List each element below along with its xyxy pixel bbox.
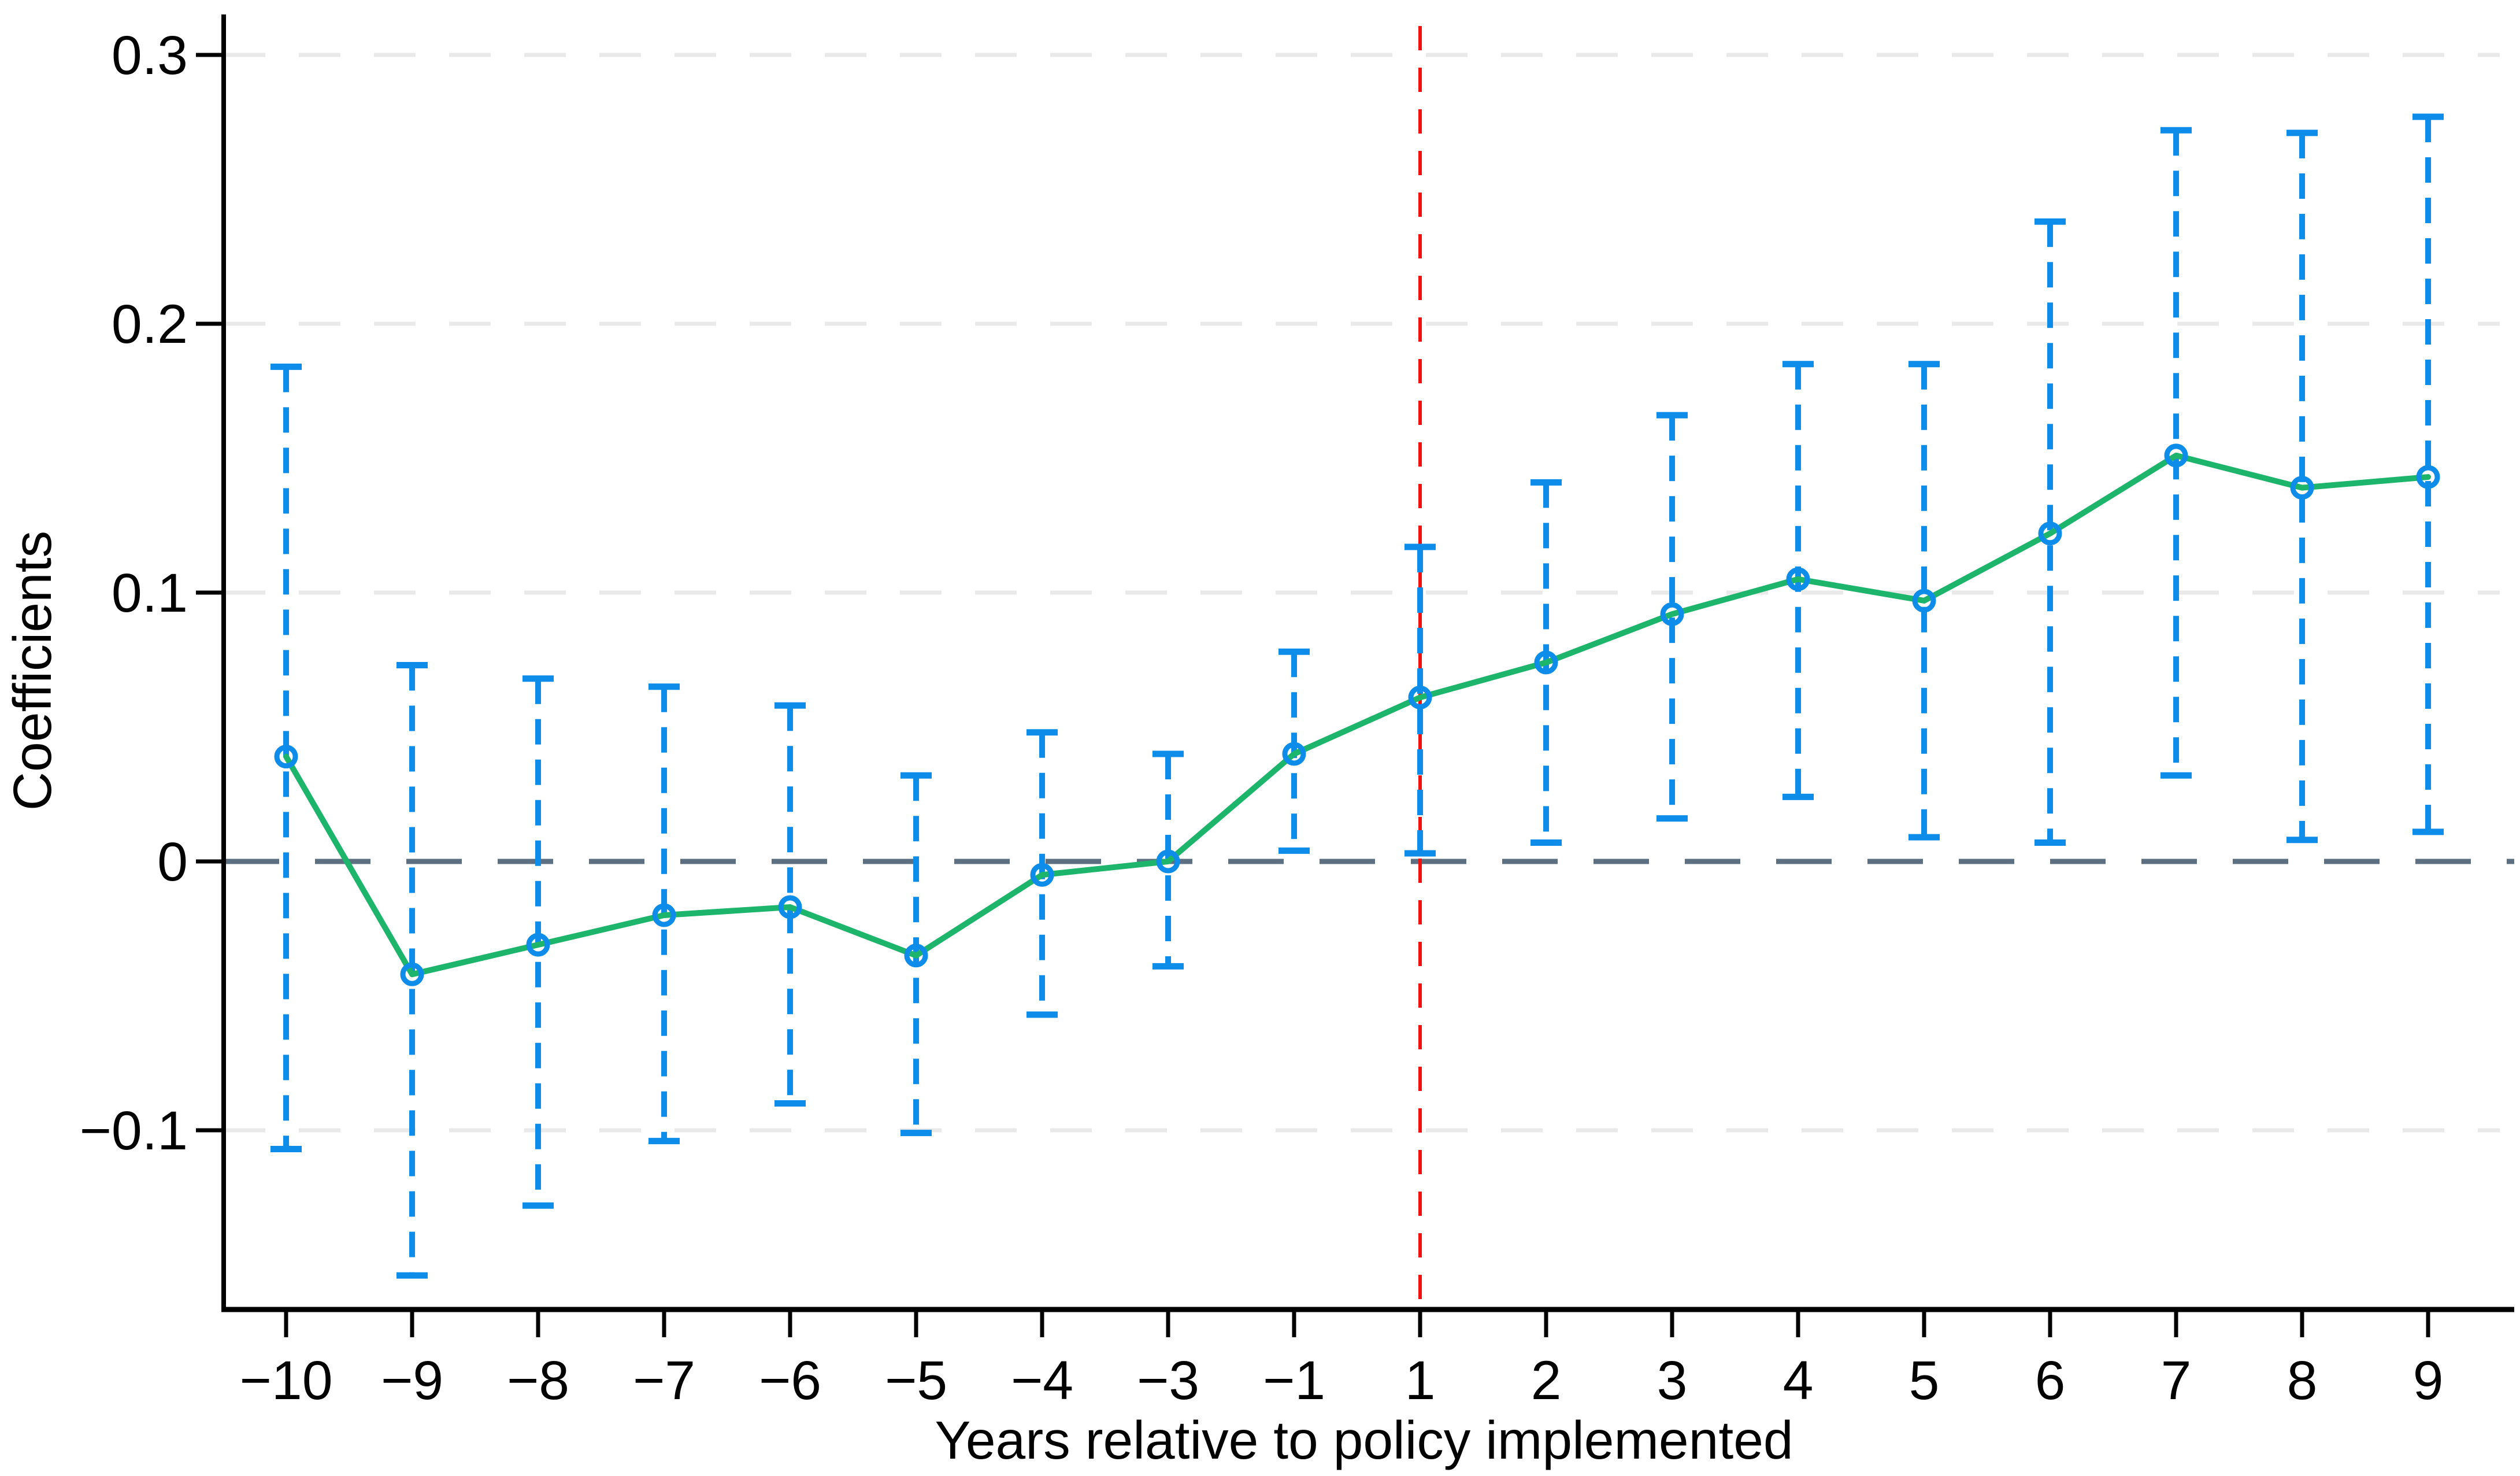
text-layer: Years relative to policy implemented Coe… — [2, 25, 2443, 1470]
data-point-marker — [778, 895, 802, 919]
data-point-marker — [652, 903, 676, 927]
y-tick-label: 0.2 — [112, 294, 188, 355]
y-tick-label: −0.1 — [79, 1100, 188, 1161]
data-point-marker — [274, 745, 298, 769]
x-tick-label: 8 — [2287, 1350, 2318, 1411]
axes-layer — [196, 14, 2514, 1337]
x-tick-label: −6 — [759, 1350, 821, 1411]
x-tick-label: 4 — [1783, 1350, 1814, 1411]
data-point-marker — [1912, 589, 1936, 613]
x-tick-label: −9 — [381, 1350, 443, 1411]
error-bar — [2412, 113, 2444, 835]
x-tick-label: 2 — [1531, 1350, 1562, 1411]
error-bar — [1656, 412, 1688, 822]
coefficient-line — [283, 452, 2431, 978]
y-tick-label: 0.1 — [112, 563, 188, 624]
x-tick-label: −5 — [885, 1350, 947, 1411]
data-point-marker — [1156, 849, 1180, 874]
x-tick-label: −3 — [1137, 1350, 1199, 1411]
x-tick-label: −1 — [1263, 1350, 1325, 1411]
x-tick-label: −7 — [633, 1350, 695, 1411]
x-tick-label: −10 — [239, 1350, 332, 1411]
y-tick-label: 0.3 — [112, 25, 188, 86]
data-layer — [270, 113, 2444, 1279]
data-point-marker — [400, 962, 424, 986]
y-axis-title: Coefficients — [2, 531, 62, 811]
data-point-marker — [2290, 476, 2314, 500]
data-point-marker — [1786, 567, 1810, 591]
error-bar — [774, 702, 806, 1107]
x-axis-title: Years relative to policy implemented — [935, 1410, 1793, 1470]
error-bar — [2160, 127, 2192, 779]
error-bar — [270, 363, 302, 1153]
x-tick-label: 9 — [2413, 1350, 2444, 1411]
reference-line-layer — [224, 26, 2514, 1309]
data-point-marker — [1282, 742, 1306, 766]
data-point-marker — [1030, 863, 1054, 887]
data-point-marker — [1660, 602, 1684, 626]
error-bar — [1908, 361, 1940, 841]
x-tick-label: 6 — [2035, 1350, 2066, 1411]
x-tick-label: −4 — [1011, 1350, 1073, 1411]
x-tick-label: 1 — [1405, 1350, 1436, 1411]
data-point-marker — [2038, 521, 2062, 546]
data-point-marker — [904, 944, 928, 968]
data-point-marker — [1534, 650, 1558, 675]
x-tick-label: 7 — [2161, 1350, 2192, 1411]
data-point-marker — [2164, 443, 2188, 468]
error-bar — [1404, 543, 1436, 857]
x-tick-label: 5 — [1909, 1350, 1940, 1411]
error-bar — [2034, 218, 2066, 846]
gridline-layer — [224, 53, 2500, 1133]
x-tick-label: 3 — [1657, 1350, 1688, 1411]
y-tick-label: 0 — [157, 831, 188, 893]
data-point-marker — [2416, 465, 2440, 489]
error-bar — [2286, 130, 2318, 844]
data-point-marker — [526, 933, 550, 957]
x-tick-label: −8 — [507, 1350, 569, 1411]
data-point-marker — [1408, 685, 1432, 709]
